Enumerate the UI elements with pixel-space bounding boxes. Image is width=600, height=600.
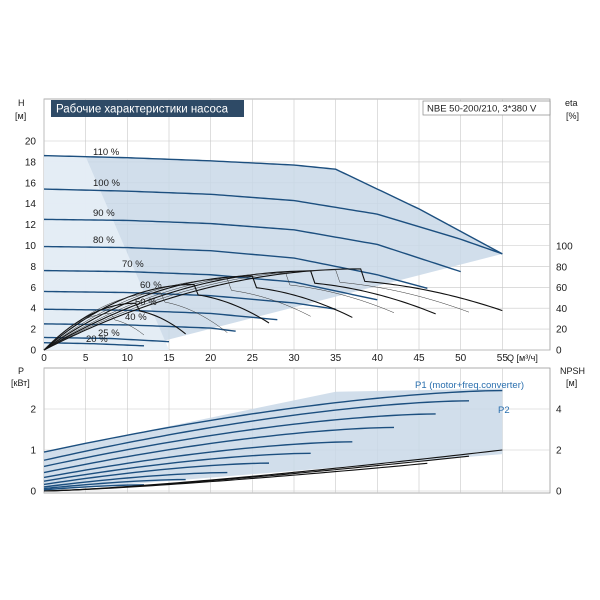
- efficiency-curve: [43, 313, 145, 351]
- bottom-power-area: [44, 388, 503, 491]
- bottom-npsh-tick-label: 0: [556, 487, 562, 498]
- top-y-tick-label: 16: [25, 178, 37, 189]
- bottom-y-tick-label: 2: [30, 405, 36, 416]
- power-curve: [43, 400, 470, 461]
- top-x-tick-label: 40: [372, 353, 384, 364]
- efficiency-curve: [43, 268, 503, 351]
- top-x-tick-label: 25: [247, 353, 259, 364]
- left-band-fill: [44, 155, 169, 350]
- speed-curve-70: [43, 269, 378, 301]
- speed-curve-50: [43, 308, 278, 321]
- npsh-curve: [43, 462, 428, 492]
- efficiency-curve: [43, 269, 470, 351]
- bottom-y-tick-label: 0: [30, 487, 36, 498]
- bottom-npsh-tick-label: 2: [556, 446, 562, 457]
- top-eta-tick-label: 40: [556, 304, 568, 315]
- y-right-unit: [%]: [566, 111, 579, 121]
- p2-label: P2: [498, 405, 510, 416]
- top-eta-tick-label: 100: [556, 242, 573, 253]
- power-curve: [43, 462, 270, 486]
- power-curve: [43, 413, 436, 468]
- npsh-label: NPSH: [560, 366, 585, 376]
- power-curve: [43, 484, 145, 491]
- top-y-tick-label: 8: [30, 262, 36, 273]
- efficiency-curve: [43, 272, 395, 351]
- y-left-unit: [м]: [15, 111, 26, 121]
- speed-curve-100: [43, 188, 503, 255]
- top-x-tick-label: 5: [83, 353, 89, 364]
- top-x-tick-label: 15: [163, 353, 175, 364]
- top-y-tick-label: 20: [25, 137, 37, 148]
- speed-label: 100 %: [93, 178, 120, 189]
- bottom-npsh-tick-label: 4: [556, 405, 562, 416]
- top-y-tick-label: 2: [30, 325, 36, 336]
- y-left-label: H: [18, 98, 25, 108]
- speed-label: 90 %: [93, 208, 115, 219]
- power-curve: [43, 389, 503, 453]
- y-right-label: eta: [565, 98, 578, 108]
- top-eta-tick-label: 80: [556, 262, 568, 273]
- power-curve: [43, 441, 353, 479]
- top-eta-tick-label: 0: [556, 346, 562, 357]
- top-y-tick-label: 18: [25, 157, 37, 168]
- top-x-tick-label: 0: [41, 353, 47, 364]
- speed-curve-60: [43, 290, 336, 310]
- speed-label: 50 %: [135, 297, 157, 308]
- top-y-tick-label: 4: [30, 304, 36, 315]
- speed-label: 80 %: [93, 235, 115, 246]
- speed-label: 40 %: [125, 312, 147, 323]
- top-x-tick-label: 20: [205, 353, 217, 364]
- speed-label: 70 %: [122, 259, 144, 270]
- power-curve: [43, 452, 311, 482]
- speed-label: 20 %: [86, 334, 108, 345]
- x-axis-label: Q [м³/ч]: [507, 353, 538, 363]
- top-operating-area: [44, 155, 503, 350]
- speed-label: 25 %: [98, 328, 120, 339]
- operating-area-fill: [44, 155, 503, 346]
- top-speed-curves: [43, 154, 503, 347]
- speed-curve-110: [43, 154, 503, 255]
- top-x-tick-label: 50: [455, 353, 467, 364]
- power-curve: [43, 426, 395, 474]
- power-curve: [43, 478, 186, 490]
- speed-curve-80: [43, 245, 428, 290]
- title-box: [51, 100, 244, 117]
- top-eta-tick-label: 20: [556, 325, 568, 336]
- npsh-unit: [м]: [566, 378, 577, 388]
- power-curve: [43, 471, 228, 488]
- chart-title: Рабочие характеристики насоса: [56, 104, 229, 116]
- top-y-tick-label: 10: [25, 241, 37, 252]
- top-x-tick-label: 45: [413, 353, 425, 364]
- speed-curve-40: [43, 323, 236, 332]
- top-y-tick-label: 14: [25, 199, 37, 210]
- top-x-tick-label: 10: [122, 353, 134, 364]
- model-box: [422, 100, 551, 116]
- power-label: P: [18, 366, 24, 376]
- speed-label: 110 %: [93, 147, 120, 158]
- power-area-fill: [44, 388, 503, 491]
- model-label: NBE 50-200/210, 3*380 V: [427, 104, 537, 115]
- top-x-tick-label: 35: [330, 353, 342, 364]
- top-speed-labels: 110 % 100 % 90 % 80 % 70 % 60 % 50 % 40 % 25 %20…: [86, 147, 162, 345]
- top-x-tick-label: 55: [497, 353, 509, 364]
- top-y-tick-label: 6: [30, 283, 36, 294]
- top-y-tick-label: 0: [30, 346, 36, 357]
- top-efficiency-curves: [43, 268, 503, 351]
- top-axis-ticks: 0 5 10 15 20 25 30 35 40 45 50 55 0 2 4 6 8 10 12 14 16 18 20 0…: [25, 137, 573, 365]
- efficiency-curve: [43, 279, 311, 351]
- speed-curve-20: [43, 341, 145, 347]
- efficiency-curve: [43, 283, 270, 351]
- power-unit: [кВт]: [11, 378, 30, 388]
- bottom-y-tick-label: 1: [30, 446, 36, 457]
- bottom-axis-ticks: 0 1 2 0 2 4: [30, 405, 562, 498]
- top-x-tick-label: 30: [288, 353, 300, 364]
- top-y-tick-label: 12: [25, 220, 37, 231]
- top-eta-tick-label: 60: [556, 283, 568, 294]
- p1-label: P1 (motor+freq.converter): [415, 380, 524, 391]
- speed-curve-90: [43, 218, 461, 273]
- speed-label: 60 %: [140, 280, 162, 291]
- bottom-power-curves: [43, 389, 503, 492]
